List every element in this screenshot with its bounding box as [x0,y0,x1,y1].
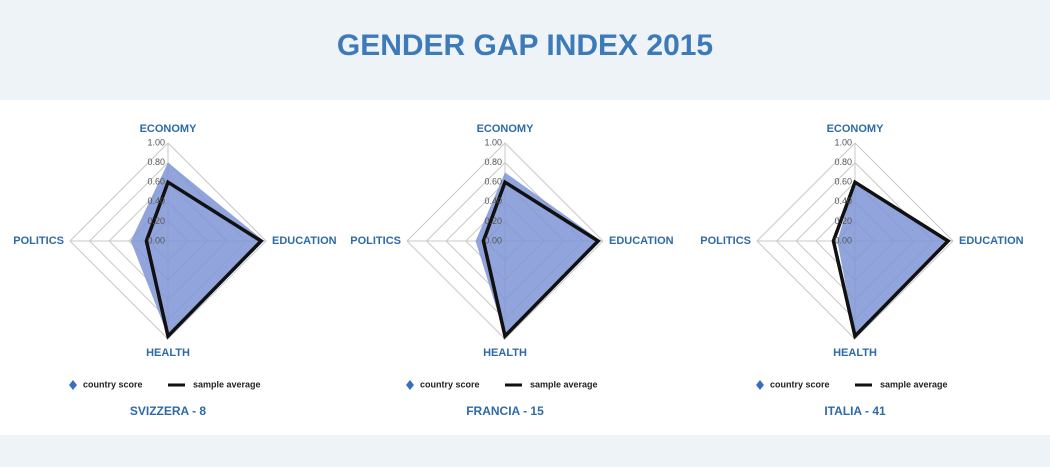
tick-label: 0.20 [484,216,502,226]
tick-label: 0.60 [484,177,502,187]
category-label: ECONOMY [140,123,198,135]
category-label: POLITICS [350,235,401,247]
category-label: POLITICS [700,235,751,247]
category-label: EDUCATION [959,235,1024,247]
tick-label: 0.80 [147,157,165,167]
legend-label: sample average [530,379,598,389]
tick-label: 0.00 [834,235,852,245]
page-title: GENDER GAP INDEX 2015 [337,29,713,62]
legend-swatch [756,380,764,390]
category-label: ECONOMY [477,123,535,135]
tick-label: 0.60 [147,177,165,187]
average-line [144,179,264,340]
legend-label: sample average [880,379,948,389]
category-label: EDUCATION [609,235,674,247]
tick-label: 0.40 [834,196,852,206]
tick-label: 0.40 [147,196,165,206]
category-label: EDUCATION [272,235,337,247]
tick-label: 0.00 [147,235,165,245]
legend-label: country score [420,379,480,389]
legend-label: country score [770,379,830,389]
category-label: ECONOMY [827,123,885,135]
tick-label: 0.80 [834,157,852,167]
tick-label: 0.00 [484,235,502,245]
category-label: HEALTH [483,347,527,359]
legend-swatch [69,380,77,390]
legend-swatch [406,380,414,390]
tick-label: 0.20 [147,216,165,226]
tick-label: 0.80 [484,157,502,167]
average-line [831,179,951,340]
country-area [475,172,602,337]
tick-label: 1.00 [834,137,852,147]
tick-label: 1.00 [484,137,502,147]
legend-label: sample average [193,379,261,389]
chart-caption: FRANCIA - 15 [466,404,544,418]
tick-label: 0.60 [834,177,852,187]
tick-label: 0.40 [484,196,502,206]
chart-caption: ITALIA - 41 [824,404,886,418]
category-label: HEALTH [146,347,190,359]
chart-caption: SVIZZERA - 8 [130,404,207,418]
category-label: HEALTH [833,347,877,359]
tick-label: 0.20 [834,216,852,226]
tick-label: 1.00 [147,137,165,147]
category-label: POLITICS [13,235,64,247]
legend-label: country score [83,379,143,389]
country-area [130,162,265,337]
country-area [837,181,950,337]
average-line [481,179,601,340]
